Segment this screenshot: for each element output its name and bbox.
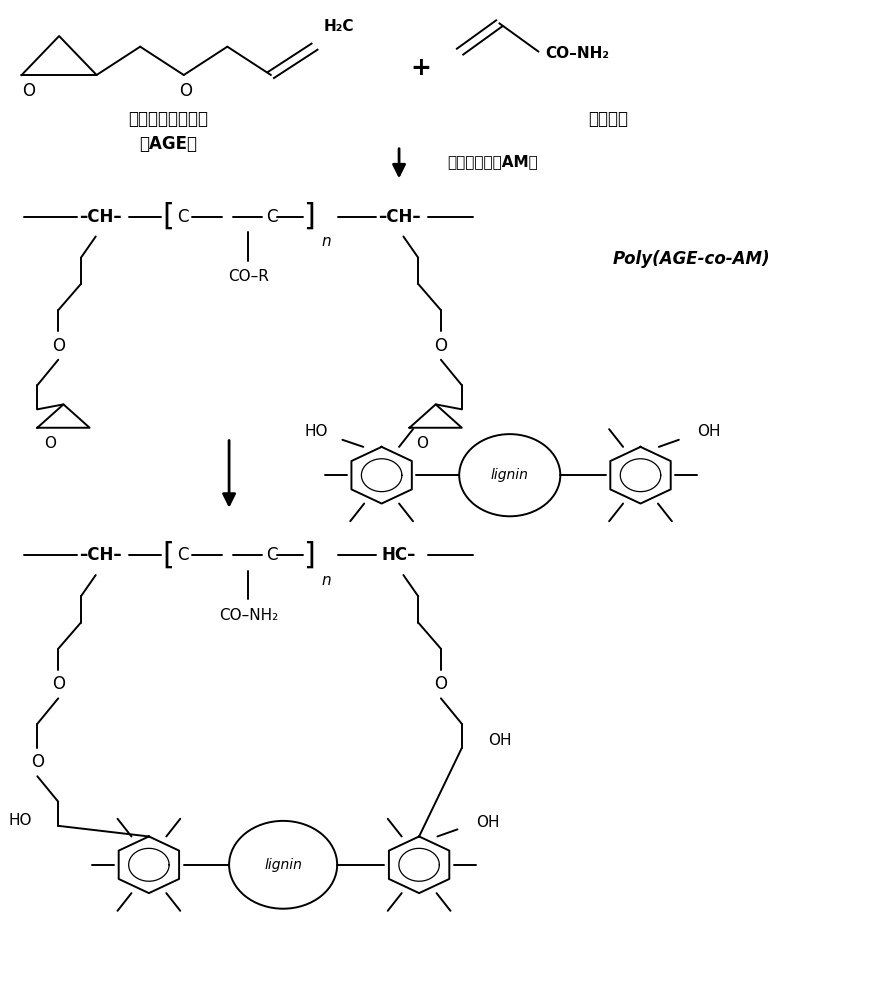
- Text: CO–NH₂: CO–NH₂: [545, 46, 609, 61]
- Text: C: C: [266, 208, 277, 226]
- Text: ]: ]: [303, 202, 315, 231]
- Text: O: O: [179, 82, 191, 100]
- Text: Poly(AGE-co-AM): Poly(AGE-co-AM): [611, 250, 769, 268]
- Text: O: O: [21, 82, 35, 100]
- Text: lignin: lignin: [490, 468, 528, 482]
- Text: +: +: [410, 56, 431, 80]
- Text: 过二硫酸销（AM）: 过二硫酸销（AM）: [447, 154, 537, 169]
- Text: ]: ]: [303, 541, 315, 570]
- Text: –CH–: –CH–: [79, 546, 121, 564]
- Text: 丙烯基缩水甘油醚: 丙烯基缩水甘油醚: [128, 110, 208, 128]
- Text: [: [: [162, 541, 174, 570]
- Text: O: O: [51, 337, 65, 355]
- Text: n: n: [322, 573, 331, 588]
- Text: lignin: lignin: [264, 858, 302, 872]
- Text: CO–R: CO–R: [228, 269, 268, 284]
- Text: O: O: [434, 337, 447, 355]
- Text: HC–: HC–: [382, 546, 416, 564]
- Text: H₂C: H₂C: [323, 19, 354, 34]
- Text: –CH–: –CH–: [377, 208, 420, 226]
- Text: O: O: [31, 753, 43, 771]
- Text: –CH–: –CH–: [79, 208, 121, 226]
- Text: O: O: [44, 436, 57, 451]
- Text: C: C: [177, 208, 189, 226]
- Text: OH: OH: [696, 424, 719, 439]
- Text: [: [: [162, 202, 174, 231]
- Text: n: n: [322, 234, 331, 249]
- Text: HO: HO: [9, 813, 32, 828]
- Text: O: O: [434, 675, 447, 693]
- Text: HO: HO: [304, 424, 327, 439]
- Text: CO–NH₂: CO–NH₂: [218, 608, 277, 623]
- Text: C: C: [266, 546, 277, 564]
- Text: O: O: [416, 436, 428, 451]
- Text: OH: OH: [475, 815, 499, 830]
- Text: O: O: [51, 675, 65, 693]
- Text: C: C: [177, 546, 189, 564]
- Text: 丙烯酰胺: 丙烯酰胺: [587, 110, 627, 128]
- Text: OH: OH: [487, 733, 511, 748]
- Text: （AGE）: （AGE）: [139, 135, 197, 153]
